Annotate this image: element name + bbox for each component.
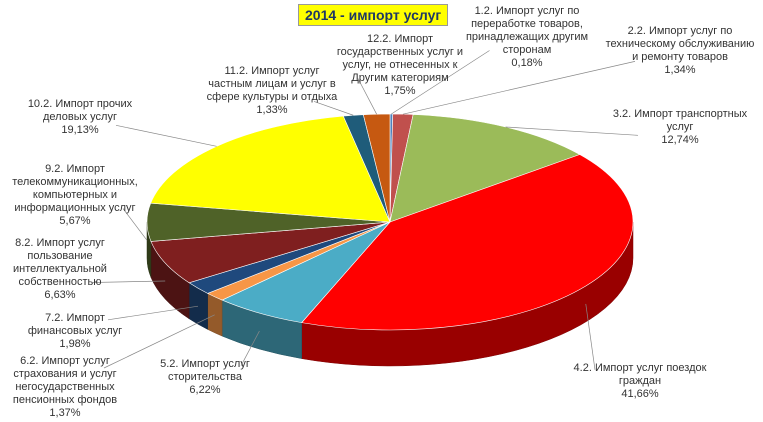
- slice-side: [207, 292, 223, 337]
- slice-label: 8.2. Импорт услуг пользование интеллекту…: [5, 237, 115, 302]
- value-label: 12,74%: [661, 134, 699, 146]
- value-label: 5,67%: [59, 215, 91, 227]
- value-label: 1,98%: [59, 338, 91, 350]
- slice-label: 3.2. Импорт транспортных услуг 12,74%: [610, 108, 750, 147]
- category-label: 8.2. Импорт услуг пользование интеллекту…: [13, 237, 107, 288]
- category-label: 2.2. Импорт услуг по техническому обслуж…: [605, 25, 755, 63]
- value-label: 6,63%: [44, 289, 76, 301]
- category-label: 11.2. Импорт услуг частным лицам и услуг…: [206, 65, 338, 103]
- slice-label: 12.2. Импорт государственных услуг и усл…: [330, 33, 470, 98]
- chart-title: 2014 - импорт услуг: [298, 4, 449, 26]
- slice-label: 9.2. Импорт телекоммуникационных, компью…: [0, 163, 155, 228]
- slice: [301, 154, 634, 331]
- slice-label: 11.2. Импорт услуг частным лицам и услуг…: [202, 65, 342, 117]
- value-label: 1,75%: [384, 85, 416, 97]
- leader-line: [505, 126, 639, 136]
- slice-label: 4.2. Импорт услуг поездок граждан 41,66%: [565, 362, 715, 401]
- category-label: 10.2. Импорт прочих деловых услуг: [27, 98, 133, 123]
- leader-line: [585, 303, 596, 370]
- slice-label: 7.2. Импорт финансовых услуг 1,98%: [20, 312, 130, 351]
- leader-line: [240, 330, 260, 366]
- leader-line: [122, 208, 148, 241]
- value-label: 0,18%: [511, 57, 543, 69]
- category-label: 9.2. Импорт телекоммуникационных, компью…: [12, 163, 138, 214]
- slice: [389, 114, 581, 223]
- value-label: 19,13%: [61, 124, 99, 136]
- category-label: 1.2. Импорт услуг по переработке товаров…: [465, 5, 589, 56]
- category-label: 12.2. Импорт государственных услуг и усл…: [336, 33, 464, 84]
- slice-label: 2.2. Импорт услуг по техническому обслуж…: [605, 25, 755, 77]
- category-label: 4.2. Импорт услуг поездок граждан: [573, 362, 707, 387]
- category-label: 7.2. Импорт финансовых услуг: [27, 312, 123, 337]
- category-label: 5.2. Импорт услуг сторительства: [160, 358, 250, 383]
- leader-line: [103, 314, 215, 369]
- leader-line: [107, 305, 199, 321]
- value-label: 6,22%: [189, 384, 221, 396]
- leader-line: [92, 280, 166, 283]
- category-label: 6.2. Импорт услуг страхования и услуг не…: [12, 355, 118, 406]
- slice-label: 1.2. Импорт услуг по переработке товаров…: [465, 5, 590, 70]
- leader-line: [402, 61, 636, 115]
- slice: [362, 113, 391, 223]
- leader-line: [357, 78, 377, 115]
- slice-label: 5.2. Импорт услуг сторительства 6,22%: [145, 358, 265, 397]
- value-label: 41,66%: [621, 388, 659, 400]
- slice-label: 10.2. Импорт прочих деловых услуг 19,13%: [20, 98, 140, 137]
- value-label: 1,33%: [256, 104, 288, 116]
- leader-line: [391, 50, 490, 115]
- slice: [150, 115, 391, 223]
- category-label: 3.2. Импорт транспортных услуг: [612, 108, 748, 133]
- leader-line: [115, 124, 217, 147]
- slice-label: 6.2. Импорт услуг страхования и услуг не…: [0, 355, 130, 420]
- leader-line: [313, 101, 354, 116]
- value-label: 1,34%: [664, 64, 696, 76]
- value-label: 1,37%: [49, 407, 81, 419]
